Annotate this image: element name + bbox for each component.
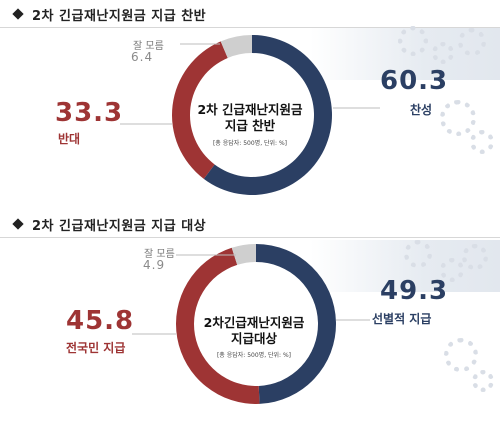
pie-slice-2 (175, 247, 260, 404)
gear-icon (440, 258, 464, 282)
gear-icon (398, 26, 428, 56)
selective-value-2: 49.3 (380, 276, 449, 306)
gear-icon (470, 130, 494, 154)
center-title-line: 지급대상 (230, 331, 277, 346)
oppose-label-1: 반대 (58, 132, 81, 146)
unknown-value-1: 6.4 (131, 50, 154, 64)
universal-label-2: 전국민 지급 (66, 341, 126, 355)
pie-slice-2 (172, 41, 228, 179)
section-header-2: 2차 긴급재난지원금 지급 대상 (0, 210, 500, 238)
center-title-line: 2차 긴급재난지원금 (197, 102, 303, 117)
center-note-2: [총 응답자: 500명, 단위: %] (216, 352, 292, 359)
pie-slice-1 (256, 244, 336, 404)
gear-icon (440, 100, 476, 136)
pie-slice-1 (203, 35, 332, 195)
chart-section-1: 2차 긴급재난지원금 지급 찬반 잘 모름 6.4 33.3 반대 60.3 찬… (0, 0, 500, 205)
section-header-1: 2차 긴급재난지원금 지급 찬반 (0, 0, 500, 28)
gear-icon (462, 244, 488, 270)
oppose-value-1: 33.3 (55, 98, 124, 128)
gear-icon (444, 338, 478, 372)
section-title-1: 2차 긴급재난지원금 지급 찬반 (32, 8, 207, 24)
donut-chart-2 (132, 244, 370, 404)
universal-value-2: 45.8 (66, 306, 135, 336)
chart-section-2: 2차 긴급재난지원금 지급 대상 잘 모름 4.9 45.8 전국민 지급 49… (0, 210, 500, 428)
header-divider (0, 27, 500, 28)
selective-label-2: 선별적 지급 (372, 312, 432, 326)
center-title-line: 지급 찬반 (224, 118, 276, 133)
section-title-2: 2차 긴급재난지원금 지급 대상 (32, 218, 207, 234)
support-label-1: 찬성 (410, 103, 433, 117)
gear-icon (472, 370, 494, 392)
gear-icon (458, 28, 486, 56)
center-title-2: 2차긴급재난지원금 지급대상 (190, 315, 318, 347)
unknown-label-1: 잘 모름 (133, 41, 164, 52)
gear-icon (404, 240, 432, 268)
unknown-value-2: 4.9 (143, 258, 166, 272)
center-title-line: 2차긴급재난지원금 (203, 315, 305, 330)
gear-icon (432, 42, 454, 64)
donut-chart-1 (120, 35, 380, 195)
center-title-1: 2차 긴급재난지원금 지급 찬반 (186, 102, 314, 134)
header-divider (0, 237, 500, 238)
unknown-label-2: 잘 모름 (144, 249, 175, 260)
pie-slice-3 (231, 244, 256, 265)
center-note-1: [총 응답자: 500명, 단위: %] (212, 140, 288, 147)
support-value-1: 60.3 (380, 66, 449, 96)
pie-slice-3 (220, 35, 252, 58)
